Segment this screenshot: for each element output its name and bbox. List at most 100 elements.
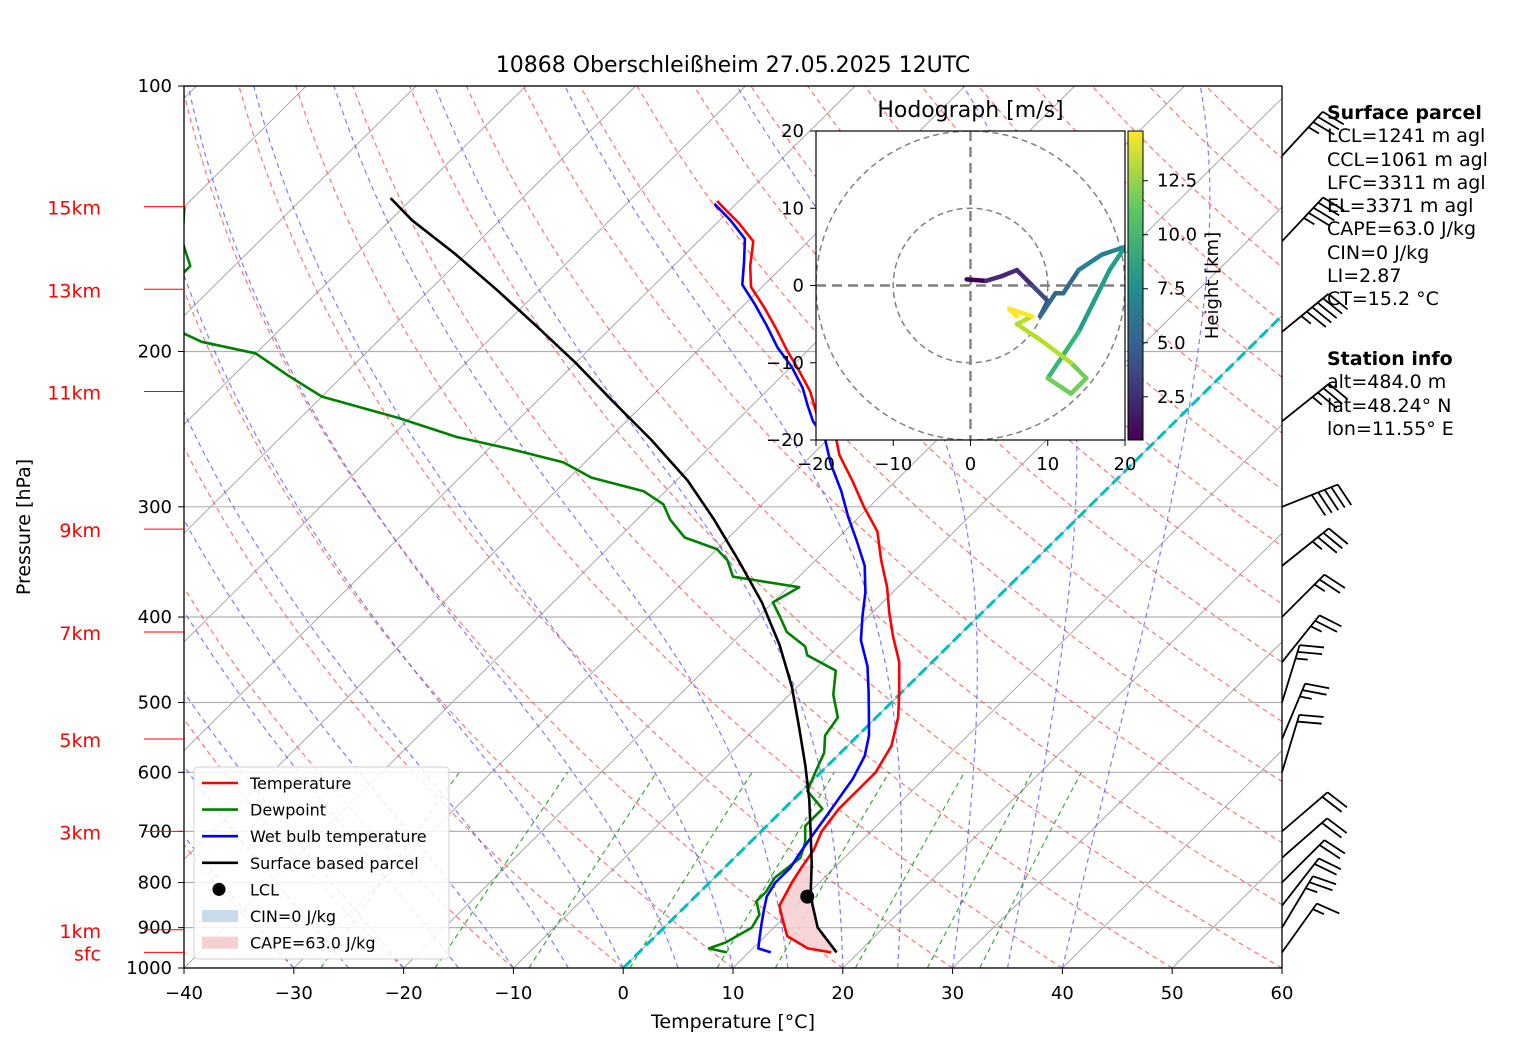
hodograph-segment: [1037, 337, 1074, 365]
hodograph-segment: [1030, 283, 1050, 304]
wind-barb: [1281, 383, 1349, 423]
barb-flag: [1326, 817, 1348, 834]
colorbar-tick-label: 10.0: [1157, 225, 1197, 246]
isotherm-line: [513, 206, 1282, 968]
isotherm-line: [184, 86, 417, 317]
surface-parcel-panel: Surface parcel LCL=1241 m agl CCL=1061 m…: [1327, 102, 1488, 312]
barb-flag: [1322, 110, 1345, 126]
barb-staff: [1281, 196, 1324, 242]
barb-staff: [1281, 857, 1320, 907]
wind-barb: [1281, 875, 1337, 929]
hodograph-segment: [999, 267, 1020, 279]
barb-flag: [1328, 383, 1349, 401]
barb-staff: [1281, 903, 1318, 953]
legend-swatch: [202, 910, 238, 922]
barb-flag: [1321, 822, 1342, 839]
hodograph-x-label: 10: [1036, 454, 1059, 475]
wind-barb: [1281, 527, 1349, 567]
wind-barb: [1281, 573, 1346, 618]
barb-flag: [1321, 796, 1343, 813]
hodograph-segment: [983, 273, 1004, 284]
colorbar: [1127, 130, 1144, 441]
barb-half: [1299, 695, 1312, 700]
moist-adiabat: [184, 518, 514, 968]
moist-adiabat: [434, 86, 844, 968]
surface-parcel-heading: Surface parcel: [1327, 102, 1482, 124]
chart-title: 10868 Oberschleißheim 27.05.2025 12UTC: [496, 53, 971, 78]
moist-adiabat: [1061, 86, 1211, 968]
wind-barb: [1281, 682, 1330, 740]
barb-half: [1314, 583, 1326, 592]
barb-half: [1295, 657, 1308, 661]
moist-adiabat: [253, 86, 734, 968]
station-info-line: lon=11.55° E: [1327, 417, 1454, 440]
series-line: [716, 200, 901, 954]
x-tick-label: 30: [941, 983, 964, 1004]
legend-label: Temperature: [249, 774, 351, 793]
barb-staff: [1281, 791, 1329, 833]
legend-swatch: [212, 882, 226, 896]
dry-adiabat: [295, 86, 1063, 968]
barb-half: [1312, 908, 1325, 915]
barb-flag: [1322, 297, 1343, 315]
barb-flag: [1322, 532, 1343, 550]
surface-parcel-line: CAPE=63.0 J/kg: [1327, 218, 1477, 241]
mixing-ratio-line: [629, 771, 753, 968]
barb-staff: [1281, 614, 1321, 663]
barb-flag: [1317, 391, 1338, 409]
y-tick-label: 1000: [126, 958, 172, 979]
barb-staff: [1281, 817, 1328, 859]
hodograph-segment: [1060, 329, 1081, 358]
height-label: 7km: [59, 623, 101, 645]
surface-parcel-line: CIN=0 J/kg: [1327, 241, 1430, 264]
surface-parcel-line: EL=3371 m agl: [1327, 195, 1474, 218]
barb-flag: [1317, 116, 1340, 131]
y-tick-label: 400: [138, 607, 172, 628]
barb-flag: [1336, 484, 1353, 506]
y-tick-label: 900: [138, 918, 172, 939]
legend-label: LCL: [250, 880, 279, 899]
hodograph-segment: [1037, 290, 1058, 319]
station-info-heading: Station info: [1327, 348, 1453, 370]
legend-frame: [193, 766, 450, 960]
barb-half: [1310, 625, 1323, 633]
barb-flag: [1297, 650, 1323, 656]
x-tick-label: 20: [831, 983, 854, 1004]
height-label: 1km: [59, 921, 101, 943]
barb-flag: [1311, 306, 1332, 324]
barb-flag: [1318, 578, 1341, 594]
barb-half: [1307, 126, 1320, 135]
barb-flag: [1308, 212, 1331, 227]
barb-staff: [1281, 483, 1339, 508]
height-label: 11km: [47, 382, 101, 404]
y-tick-label: 500: [138, 692, 172, 713]
surface-parcel-line: LFC=3311 m agl: [1327, 171, 1486, 194]
barb-flag: [1302, 689, 1327, 696]
height-label: 9km: [59, 520, 101, 542]
barb-staff: [1281, 527, 1330, 567]
moist-adiabat: [187, 86, 679, 968]
y-tick-label: 100: [138, 76, 172, 97]
isotherm-line: [952, 641, 1282, 968]
moist-adiabat: [962, 86, 1078, 968]
barb-half: [1300, 315, 1312, 325]
barb-staff: [1281, 875, 1314, 929]
barb-flag: [1314, 619, 1338, 633]
barb-flag: [1322, 387, 1343, 405]
legend-label: CIN=0 J/kg: [250, 907, 336, 926]
dry-adiabat: [465, 86, 1282, 906]
data-lines: [184, 197, 901, 954]
height-label: 15km: [47, 198, 101, 220]
barb-flag: [1327, 293, 1349, 310]
barb-staff: [1281, 683, 1306, 740]
dry-adiabat: [184, 91, 844, 968]
dry-adiabat: [184, 288, 734, 968]
hodograph-segment: [1014, 321, 1043, 342]
hodograph-segment: [1091, 267, 1112, 304]
barb-flag: [1316, 902, 1340, 915]
dry-adiabat: [408, 86, 1282, 968]
barb-flag: [1314, 863, 1337, 876]
lcl-point: [800, 889, 815, 904]
dry-adiabat: [522, 86, 1282, 844]
axes-labels: −40 −30 −20 −10 0 10 20 30 40 50 60100200300400500…: [13, 76, 1293, 1033]
